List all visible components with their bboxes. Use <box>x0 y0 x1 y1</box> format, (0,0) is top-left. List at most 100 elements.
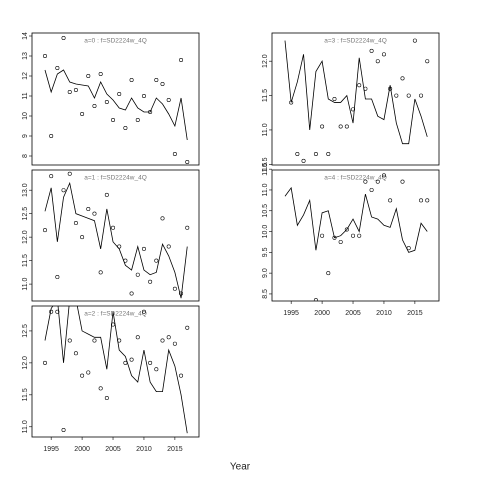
point <box>86 370 91 375</box>
point <box>369 48 374 53</box>
point <box>67 171 72 176</box>
point <box>412 38 417 43</box>
point <box>351 107 356 112</box>
x-tick-label: 2000 <box>74 446 90 453</box>
point <box>117 244 122 249</box>
point <box>381 52 386 57</box>
point <box>61 427 66 432</box>
point <box>111 225 116 230</box>
point <box>185 325 190 330</box>
y-tick-label: 10 <box>22 112 29 120</box>
point <box>49 309 54 314</box>
point <box>67 90 72 95</box>
x-tick-label: 2005 <box>105 446 121 453</box>
panel-frame <box>31 305 200 438</box>
point <box>123 360 128 365</box>
point <box>406 246 411 251</box>
line <box>44 181 188 299</box>
point <box>129 357 134 362</box>
point <box>369 187 374 192</box>
point <box>400 76 405 81</box>
point <box>86 74 91 79</box>
point <box>313 152 318 157</box>
point <box>42 228 47 233</box>
x-tick-label: 2010 <box>136 446 152 453</box>
point <box>80 235 85 240</box>
point <box>98 386 103 391</box>
point <box>42 53 47 58</box>
point <box>104 192 109 197</box>
point <box>123 258 128 263</box>
point <box>73 351 78 356</box>
x-tick-label: 1995 <box>43 446 59 453</box>
point <box>375 59 380 64</box>
x-tick-label: 1995 <box>283 310 299 317</box>
x-tick-label: 2015 <box>407 310 423 317</box>
point <box>388 198 393 203</box>
point <box>179 291 184 296</box>
plot-area <box>42 35 190 165</box>
point <box>425 59 430 64</box>
line <box>284 186 428 253</box>
point <box>141 94 146 99</box>
y-tick-label: 9.5 <box>262 247 269 257</box>
y-tick-label: 12.0 <box>22 356 29 370</box>
y-tick-label: 13 <box>22 52 29 60</box>
point <box>419 93 424 98</box>
x-tick-label: 2010 <box>376 310 392 317</box>
point <box>129 291 134 296</box>
y-tick-label: 8 <box>22 154 29 158</box>
point <box>67 338 72 343</box>
point <box>49 174 54 179</box>
point <box>148 110 153 115</box>
y-tick-label: 11.0 <box>22 277 29 290</box>
y-tick-label: 10.5 <box>262 157 269 171</box>
point <box>320 124 325 129</box>
point <box>332 235 337 240</box>
point <box>295 152 300 157</box>
y-tick-label: 12.5 <box>22 207 29 221</box>
point <box>344 124 349 129</box>
line <box>44 306 188 434</box>
point <box>289 100 294 105</box>
point <box>363 179 368 184</box>
point <box>154 258 159 263</box>
point <box>61 188 66 193</box>
point <box>160 82 165 87</box>
y-tick-label: 11.0 <box>262 183 269 196</box>
y-tick-label: 11.5 <box>22 388 29 401</box>
point <box>172 341 177 346</box>
point <box>154 367 159 372</box>
point <box>166 244 171 249</box>
point <box>185 225 190 230</box>
point <box>117 338 122 343</box>
point <box>55 66 60 71</box>
y-tick-label: 11.5 <box>262 163 269 176</box>
y-tick-label: 12.0 <box>22 230 29 244</box>
point <box>111 118 116 123</box>
point <box>73 88 78 93</box>
point <box>363 86 368 91</box>
plot-area <box>42 171 190 299</box>
x-tick-label: 2015 <box>167 446 183 453</box>
panel-title: a=4 : f=SD2224w_4Q <box>324 175 387 182</box>
y-tick-label: 11.5 <box>22 254 29 267</box>
line <box>44 69 188 141</box>
point <box>42 360 47 365</box>
panel-frame <box>31 32 200 166</box>
point <box>49 134 54 139</box>
point <box>394 93 399 98</box>
point <box>419 198 424 203</box>
point <box>338 239 343 244</box>
point <box>154 78 159 83</box>
y-tick-label: 11.5 <box>262 89 269 102</box>
point <box>98 270 103 275</box>
point <box>104 100 109 105</box>
point <box>135 335 140 340</box>
point <box>332 97 337 102</box>
point <box>172 286 177 291</box>
y-tick-label: 9.0 <box>262 268 269 278</box>
point <box>301 158 306 163</box>
line <box>284 40 428 145</box>
